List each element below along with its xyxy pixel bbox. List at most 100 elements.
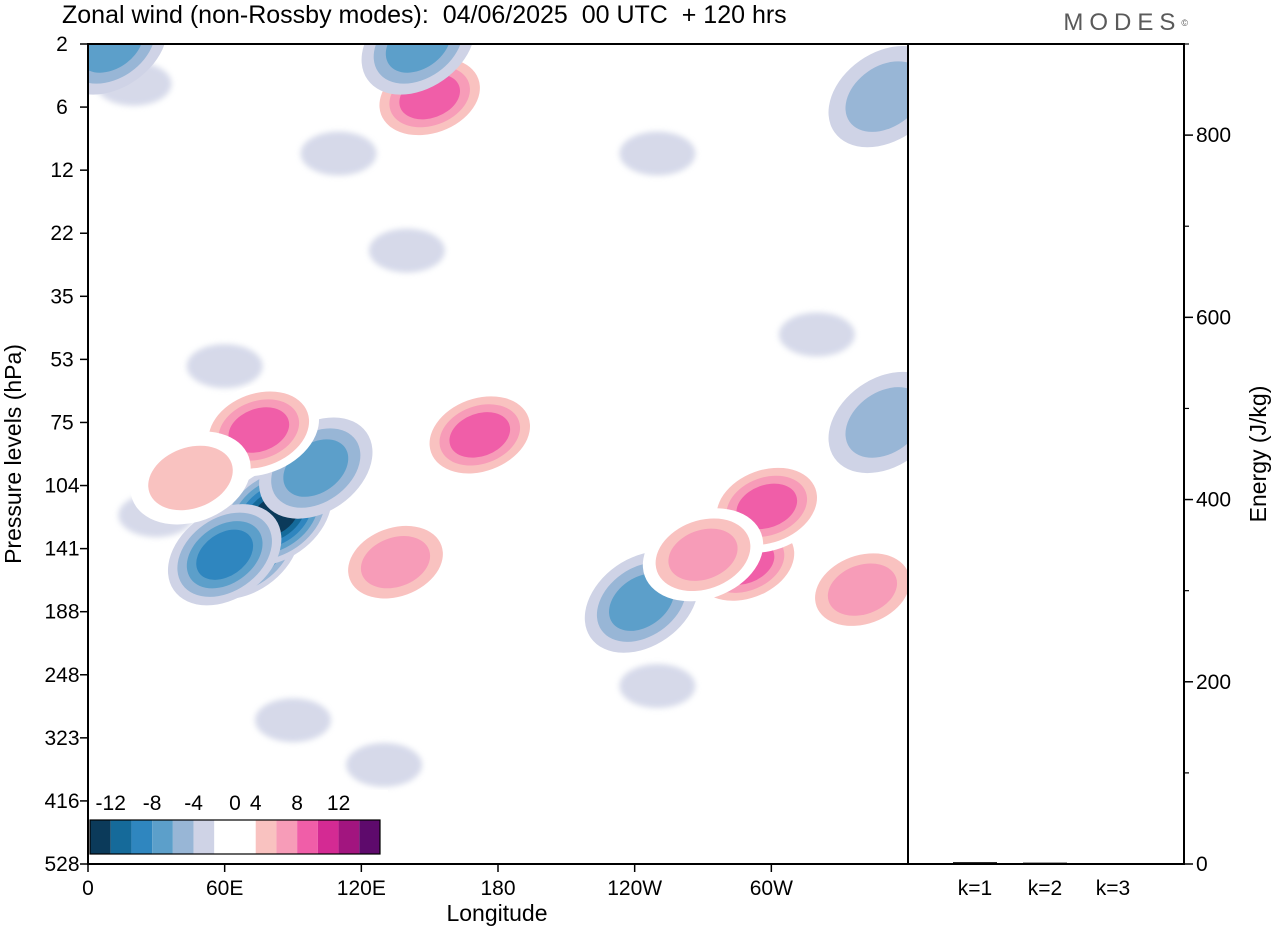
energy-x-axis: k=1 k=2 k=3 xyxy=(958,877,1130,900)
field-contour xyxy=(845,61,908,132)
colorbar-swatch xyxy=(235,820,256,854)
colorbar-swatch xyxy=(131,820,153,854)
y-tick-label: 6 xyxy=(56,96,68,119)
x-tick-label: 180 xyxy=(480,877,515,900)
y-tick-label: 141 xyxy=(44,538,79,561)
energy-x-label: k=1 xyxy=(958,877,992,900)
field-patch xyxy=(437,603,514,648)
field-patch xyxy=(551,816,628,861)
energy-panel: 0 200 400 600 800 k=1 k=2 k=3 Energy (J/kg) xyxy=(907,43,1271,900)
colorbar-label: 8 xyxy=(291,792,303,815)
field-patch xyxy=(368,228,445,273)
field-contour xyxy=(88,44,168,95)
colorbar-swatch xyxy=(317,820,339,854)
field-patch xyxy=(756,698,833,743)
energy-y-tick-label: 800 xyxy=(1196,124,1231,147)
y-tick-label: 22 xyxy=(50,222,73,245)
energy-y-tick-label: 400 xyxy=(1196,489,1231,512)
x-tick-label: 120E xyxy=(337,877,386,900)
field-contour xyxy=(196,529,254,580)
energy-bar xyxy=(1091,863,1135,865)
colorbar-label: 4 xyxy=(250,792,262,815)
field-contour xyxy=(827,563,898,616)
energy-y-tick-label: 0 xyxy=(1196,853,1208,876)
field-patch xyxy=(778,312,855,357)
y-tick-label: 2 xyxy=(56,33,68,56)
y-tick-label: 12 xyxy=(50,159,73,182)
colorbar-labels: -12 -8 -4 0 4 8 12 xyxy=(96,792,351,815)
energy-frame xyxy=(907,43,1185,865)
field-patch xyxy=(88,359,149,404)
field-patch xyxy=(255,698,331,743)
colorbar-label: -4 xyxy=(184,792,203,815)
y-axis-title: Pressure levels (hPa) xyxy=(0,344,26,564)
colorbar-swatch xyxy=(359,820,380,854)
heatmap-field xyxy=(88,44,908,861)
field-patch xyxy=(733,211,810,256)
field-patch xyxy=(619,664,696,709)
y-tick-label: 248 xyxy=(44,664,79,687)
colorbar: -12 -8 -4 0 4 8 12 xyxy=(89,790,388,860)
y-tick-label: 35 xyxy=(50,285,73,308)
energy-y-axis: 0 200 400 600 800 xyxy=(1184,43,1231,876)
brand-mark: © xyxy=(1181,18,1188,28)
field-contour xyxy=(360,536,431,589)
x-axis-title: Longitude xyxy=(446,900,547,926)
x-tick-label: 60W xyxy=(750,877,793,900)
x-tick-label: 60E xyxy=(206,877,243,900)
colorbar-label: 0 xyxy=(229,792,241,815)
colorbar-label: 12 xyxy=(327,792,350,815)
energy-x-label: k=2 xyxy=(1028,877,1062,900)
colorbar-swatch xyxy=(276,820,298,854)
energy-bar xyxy=(953,862,997,864)
field-contour xyxy=(668,528,738,581)
energy-y-tick-label: 200 xyxy=(1196,671,1231,694)
colorbar-label: -12 xyxy=(96,792,126,815)
y-axis: 2 6 12 22 35 53 75 104 141 188 248 323 416 528 xyxy=(44,33,88,876)
field-patch xyxy=(186,111,263,156)
y-tick-label: 75 xyxy=(50,411,73,434)
x-tick-label: 120W xyxy=(607,877,662,900)
field-patch xyxy=(300,131,377,176)
field-patch xyxy=(642,374,719,419)
colorbar-swatch xyxy=(338,820,360,854)
field-patch xyxy=(186,344,263,389)
field-patch xyxy=(141,228,218,273)
colorbar-label: -8 xyxy=(143,792,162,815)
field-patch xyxy=(619,131,696,176)
field-contour xyxy=(228,407,290,453)
field-contour xyxy=(449,412,511,458)
colorbar-swatch xyxy=(297,820,318,854)
field-contour xyxy=(88,44,144,73)
colorbar-frame xyxy=(89,819,381,855)
field-patch xyxy=(528,359,605,404)
energy-axis-title: Energy (J/kg) xyxy=(1245,386,1271,523)
energy-bars xyxy=(953,862,1135,865)
y-tick-label: 416 xyxy=(44,790,79,813)
colorbar-swatch xyxy=(110,820,132,854)
y-tick-label: 323 xyxy=(44,727,79,750)
colorbar-swatches xyxy=(89,819,381,855)
field-patch xyxy=(505,654,582,699)
field-patch xyxy=(778,131,855,176)
field-contour xyxy=(148,445,233,511)
field-patch xyxy=(573,294,650,339)
colorbar-swatch xyxy=(214,820,235,854)
brand-name: MODES xyxy=(1063,9,1182,36)
chart-title: Zonal wind (non-Rossby modes): 04/06/202… xyxy=(62,1,787,29)
colorbar-swatch xyxy=(172,820,194,854)
energy-x-label: k=3 xyxy=(1096,877,1130,900)
field-contour xyxy=(845,387,908,458)
field-contour xyxy=(736,483,798,530)
heatmap-panel: 2 6 12 22 35 53 75 104 141 188 248 323 416 528 0 60E 12… xyxy=(0,33,909,926)
x-tick-label: 0 xyxy=(82,877,94,900)
x-axis: 0 60E 120E 180 120W 60W xyxy=(82,864,793,900)
field-patch xyxy=(505,148,582,193)
y-tick-label: 53 xyxy=(50,348,73,371)
colorbar-swatch xyxy=(152,820,173,854)
y-tick-label: 528 xyxy=(44,853,79,876)
colorbar-swatch xyxy=(255,820,277,854)
field-patch xyxy=(346,742,423,787)
energy-y-tick-label: 600 xyxy=(1196,306,1231,329)
